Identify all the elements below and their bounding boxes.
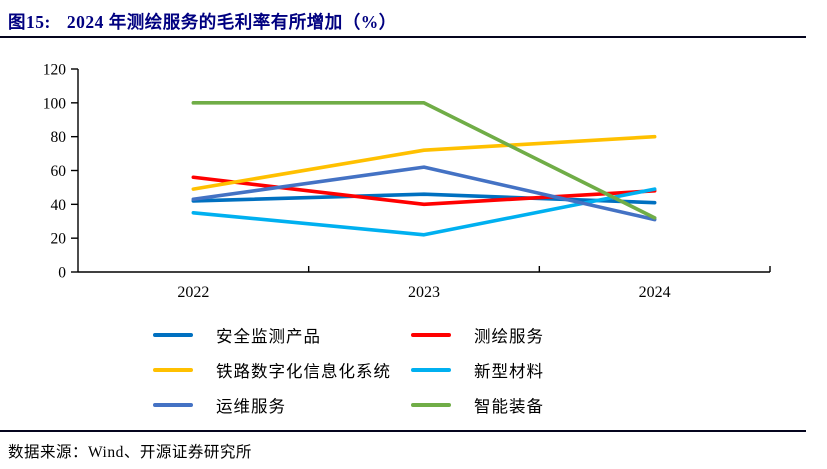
legend-label: 新型材料 [474,362,544,381]
figure-title: 图15: 2024 年测绘服务的毛利率有所增加（%） [8,9,397,34]
legend-line-swatch [411,368,451,372]
legend-label: 运维服务 [216,397,286,416]
legend-label: 铁路数字化信息化系统 [216,362,391,381]
legend-line-swatch [153,403,193,407]
figure-title-text: 2024 年测绘服务的毛利率有所增加（%） [66,12,397,32]
legend-line-swatch [153,368,193,372]
series-line-5 [191,101,657,220]
legend-label: 测绘服务 [474,327,544,346]
chart-area: 0 20 40 60 80 100 120 2022 2023 2024 [0,55,827,310]
series-line-1 [191,175,657,207]
y-tick-label: 0 [58,265,66,282]
chart-legend: 安全监测产品 测绘服务 铁路数字化信息化系统 新型材料 运维服务 智能装备 [153,323,544,417]
y-tick-label: 60 [51,163,67,180]
legend-line-swatch [153,333,193,337]
x-tick-label: 2022 [177,284,209,301]
source-note: 数据来源：Wind、开源证券研究所 [8,444,252,461]
series-line-3 [191,187,657,237]
series-line-2 [191,134,657,191]
legend-item: 新型材料 [411,358,544,382]
legend-item: 铁路数字化信息化系统 [153,358,411,382]
legend-label: 安全监测产品 [216,327,321,346]
series-line-4 [191,165,657,222]
legend-item: 智能装备 [411,393,544,417]
line-chart: 0 20 40 60 80 100 120 2022 2023 2024 [43,62,771,301]
y-tick-label: 80 [51,129,67,146]
legend-line-swatch [411,333,451,337]
y-tick-label: 20 [51,231,67,248]
legend-label: 智能装备 [474,397,544,416]
x-tick-label: 2024 [639,284,671,301]
legend-line-swatch [411,403,451,407]
legend-item: 测绘服务 [411,323,544,347]
footer-divider [0,430,806,432]
title-divider [0,36,806,38]
figure-number-label: 图15: [8,12,51,32]
y-tick-label: 120 [43,62,67,79]
y-tick-label: 40 [51,197,67,214]
x-tick-label: 2023 [408,284,440,301]
legend-item: 运维服务 [153,393,411,417]
y-tick-label: 100 [43,95,67,112]
series-line-0 [191,192,657,205]
legend-item: 安全监测产品 [153,323,411,347]
